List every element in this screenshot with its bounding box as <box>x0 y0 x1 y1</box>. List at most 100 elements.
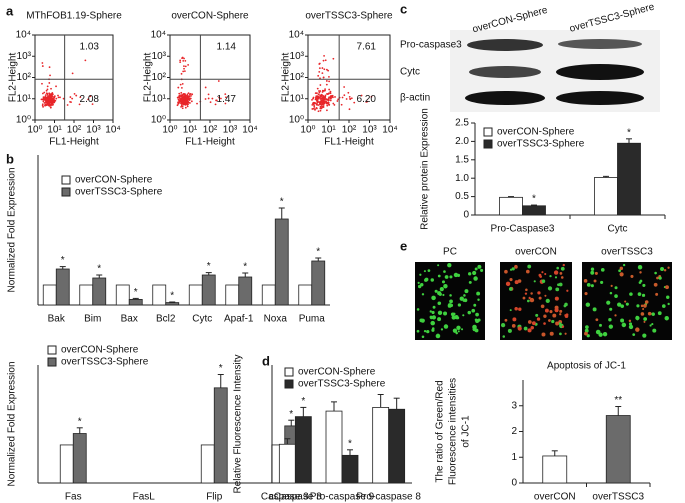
cell-dot <box>443 324 449 329</box>
cell-dot <box>551 319 555 324</box>
event-dot <box>59 96 61 99</box>
event-dot <box>332 57 335 60</box>
cell-dot <box>500 323 506 328</box>
event-dot <box>317 110 320 113</box>
legend-swatch <box>483 127 493 137</box>
cell-dot <box>590 270 595 275</box>
event-dot <box>325 80 328 82</box>
cell-dot <box>447 303 452 308</box>
cell-dot <box>449 294 452 297</box>
event-dot <box>360 94 363 97</box>
cell-dot <box>625 302 629 306</box>
bar <box>152 284 167 306</box>
y-tick-label: 10¹ <box>17 93 32 104</box>
cell-dot <box>600 267 605 272</box>
cell-dot <box>518 307 522 311</box>
event-dot <box>180 91 183 94</box>
cell-dot <box>563 304 567 308</box>
cell-dot <box>452 328 458 333</box>
y-tick-label: 3 <box>511 400 517 411</box>
event-dot <box>314 108 316 110</box>
cell-dot <box>528 296 531 300</box>
cell-dot <box>437 274 441 278</box>
cell-dot <box>590 284 594 288</box>
event-dot <box>345 98 348 100</box>
bar <box>59 444 74 484</box>
x-tick-label: Cytc <box>192 314 212 325</box>
x-tick-label: overCON <box>534 492 576 503</box>
cell-dot <box>527 264 532 269</box>
blot-band <box>469 66 541 78</box>
x-tick-label: 10¹ <box>321 125 336 136</box>
legend-swatch <box>47 357 57 367</box>
event-dot <box>322 106 325 109</box>
event-dot <box>179 59 182 62</box>
cell-dot <box>531 321 536 326</box>
cell-dot <box>441 280 446 284</box>
cell-dot <box>541 279 546 283</box>
event-dot <box>183 100 186 103</box>
cell-dot <box>643 317 648 321</box>
event-dot <box>43 98 46 101</box>
event-dot <box>180 72 183 75</box>
cell-dot <box>530 292 533 295</box>
panel-label: d <box>262 353 270 368</box>
micrograph <box>582 262 672 340</box>
legend-swatch <box>61 175 71 185</box>
y-axis-label: FL2-Height <box>8 53 19 103</box>
event-dot <box>217 80 220 82</box>
cell-dot <box>468 280 472 284</box>
cell-dot <box>641 293 646 297</box>
event-dot <box>188 95 191 98</box>
plot-frame <box>169 34 251 121</box>
cell-dot <box>514 264 518 269</box>
y-tick-label: 0 <box>463 210 469 221</box>
cell-dot <box>599 323 602 327</box>
cell-dot <box>536 317 541 321</box>
micrograph-label: overCON <box>515 247 557 258</box>
cell-dot <box>602 331 608 337</box>
event-dot <box>218 96 221 99</box>
cell-dot <box>658 276 662 280</box>
x-tick-label: Bak <box>48 314 66 325</box>
cell-dot <box>609 291 613 295</box>
legend-label: overTSSC3-Sphere <box>298 379 386 390</box>
event-dot <box>71 97 74 100</box>
quadrant-value: 6.20 <box>357 94 377 105</box>
event-dot <box>318 70 321 73</box>
y-tick-label: 10⁰ <box>151 115 166 126</box>
y-tick-label: 1 <box>511 452 517 463</box>
event-dot <box>315 106 318 109</box>
bar <box>79 284 94 306</box>
cell-dot <box>598 332 603 337</box>
cell-dot <box>560 276 564 279</box>
cell-dot <box>554 308 559 313</box>
cell-dot <box>477 298 480 301</box>
cell-dot <box>431 315 437 320</box>
event-dot <box>62 97 65 100</box>
event-dot <box>207 97 210 100</box>
event-dot <box>69 101 71 103</box>
cell-dot <box>540 304 545 309</box>
cell-dot <box>475 312 479 317</box>
event-dot <box>319 109 322 112</box>
event-dot <box>187 64 190 66</box>
cell-dot <box>527 320 532 324</box>
event-dot <box>45 89 48 92</box>
cell-dot <box>529 297 535 303</box>
event-dot <box>326 68 328 71</box>
cell-dot <box>586 283 591 287</box>
event-dot <box>315 92 318 95</box>
event-dot <box>185 100 188 103</box>
cell-dot <box>592 307 597 312</box>
blot-band <box>556 91 644 105</box>
bar <box>72 433 87 484</box>
bar <box>213 387 228 484</box>
event-dot <box>89 95 92 98</box>
event-dot <box>313 106 316 108</box>
event-dot <box>185 95 188 97</box>
event-dot <box>187 101 190 104</box>
significance-mark: * <box>78 416 82 427</box>
cell-dot <box>477 264 482 269</box>
bar <box>201 274 216 306</box>
